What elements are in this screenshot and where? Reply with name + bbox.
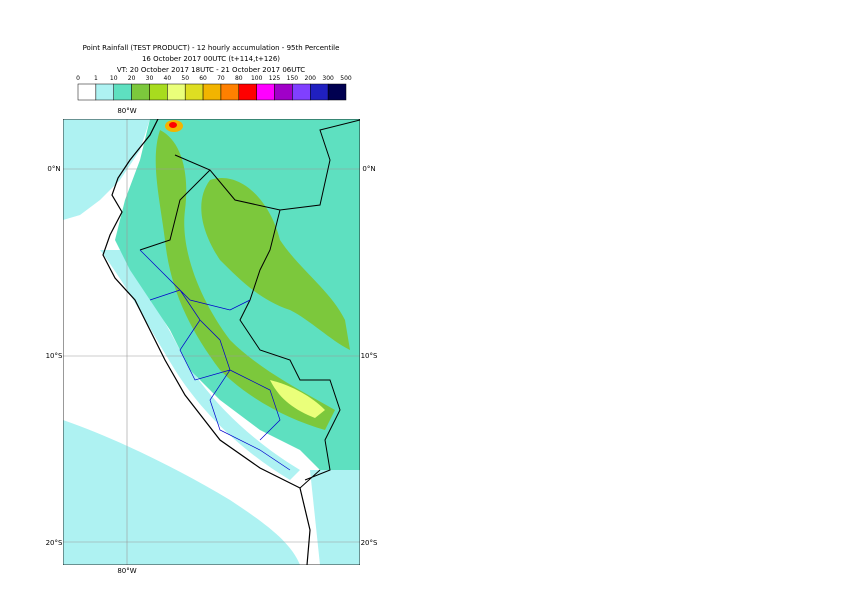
- lon-label: 80°W: [117, 567, 136, 575]
- colorbar-swatch: [149, 83, 168, 101]
- rain-20: [201, 178, 350, 350]
- validity: VT: 20 October 2017 18UTC - 21 October 2…: [117, 66, 305, 74]
- region-border: [139, 249, 291, 471]
- rain-80: [169, 122, 177, 128]
- colorbar-swatch: [113, 83, 132, 101]
- colorbar-swatch: [184, 83, 204, 101]
- colorbar-label: 30: [146, 75, 154, 82]
- colorbar-label: 60: [199, 75, 207, 82]
- colorbar-label: 125: [269, 75, 281, 82]
- colorbar-swatch: [167, 83, 186, 101]
- rain-1: [100, 250, 300, 480]
- colorbar-swatch: [202, 83, 222, 101]
- title: Point Rainfall (TEST PRODUCT) - 12 hourl…: [83, 44, 340, 52]
- colorbar-label: 70: [217, 75, 225, 82]
- rain-20: [155, 130, 335, 430]
- colorbar-swatch: [274, 83, 293, 101]
- colorbar-label: 40: [164, 75, 172, 82]
- colorbar-label: 100: [251, 75, 263, 82]
- colorbar-label: 10: [110, 75, 118, 82]
- colorbar-label: 200: [305, 75, 317, 82]
- country-border: [139, 119, 360, 489]
- subtitle: 16 October 2017 00UTC (t+114,t+126): [142, 55, 280, 63]
- rain-1: [310, 470, 360, 565]
- colorbar-swatch: [327, 83, 347, 101]
- colorbar-label: 20: [128, 75, 136, 82]
- lat-label: 10°S: [46, 352, 63, 360]
- colorbar-swatch: [310, 83, 329, 101]
- colorbar: 0 1 10 20 30 40 50 60 70 80 100 125 150 200 300 500: [76, 75, 352, 101]
- coastline: [102, 119, 311, 565]
- colorbar-label: 0: [76, 75, 80, 82]
- colorbar-label: 150: [287, 75, 299, 82]
- colorbar-label: 500: [340, 75, 352, 82]
- colorbar-swatch: [220, 83, 240, 101]
- lat-label: 10°S: [361, 352, 378, 360]
- rain-40: [270, 380, 325, 418]
- lat-label: 20°S: [361, 539, 378, 547]
- colorbar-label: 1: [94, 75, 98, 82]
- colorbar-swatch: [256, 83, 275, 101]
- colorbar-swatch: [238, 83, 257, 101]
- rain-1: [63, 420, 300, 565]
- lon-label: 80°W: [117, 107, 136, 115]
- map-area: [63, 119, 360, 565]
- lat-label: 0°N: [362, 165, 375, 173]
- colorbar-label: 300: [322, 75, 334, 82]
- colorbar-swatch: [131, 83, 150, 101]
- colorbar-swatch: [77, 83, 97, 101]
- colorbar-swatch: [95, 83, 114, 101]
- rain-1: [63, 119, 150, 220]
- lat-label: 0°N: [47, 165, 60, 173]
- lat-label: 20°S: [46, 539, 63, 547]
- colorbar-swatch: [292, 83, 311, 101]
- colorbar-label: 80: [235, 75, 243, 82]
- colorbar-label: 50: [181, 75, 189, 82]
